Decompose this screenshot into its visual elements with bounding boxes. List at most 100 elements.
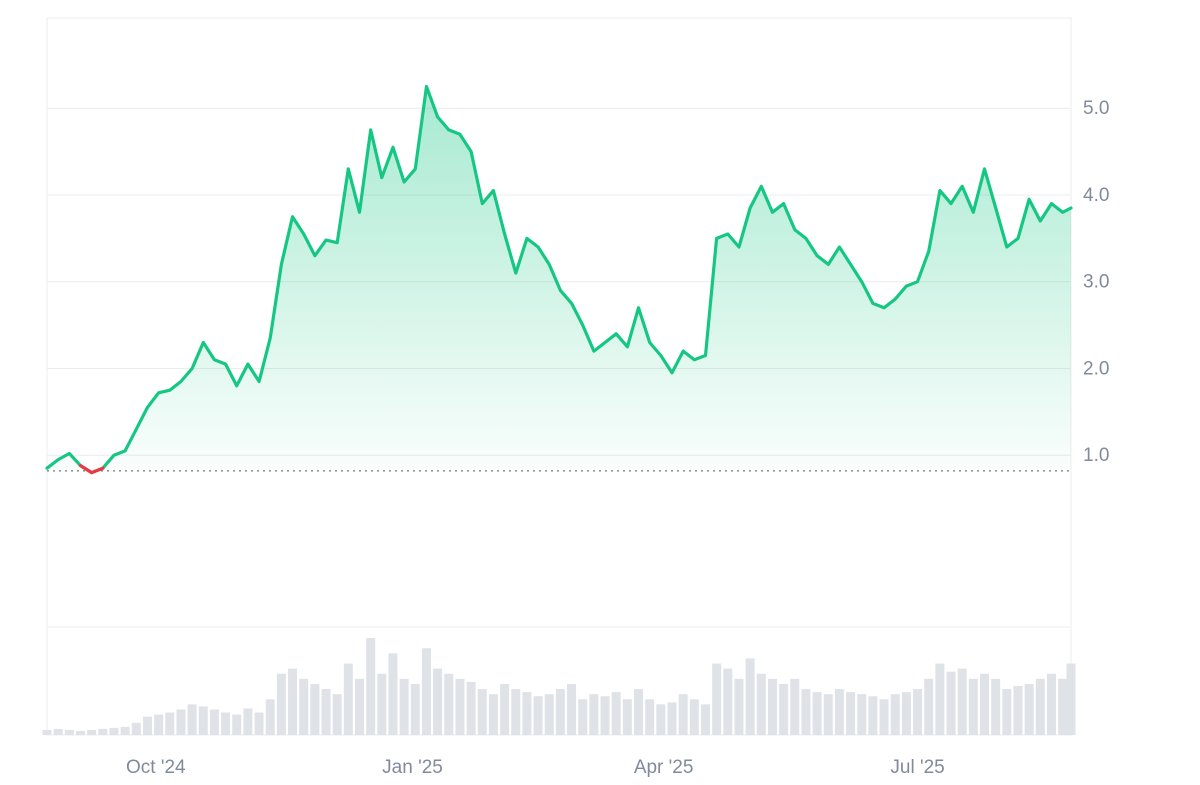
volume-bar (767, 678, 777, 735)
volume-bar (1002, 689, 1012, 735)
volume-bar (511, 689, 521, 735)
price-line[interactable] (45, 84, 1073, 475)
volume-bar (957, 668, 967, 735)
y-tick-label: 3.0 (1083, 272, 1109, 293)
volume-bar (1035, 678, 1045, 735)
x-tick-label: Jan '25 (382, 757, 443, 778)
volume-bar (622, 699, 632, 735)
volume-bar (600, 696, 610, 735)
area-layer (47, 86, 1071, 473)
volume-bar (131, 722, 141, 735)
x-tick-label: Apr '25 (634, 757, 694, 778)
volume-bar (522, 692, 532, 735)
volume-bar (801, 689, 811, 735)
x-tick-label: Oct '24 (126, 757, 186, 778)
volume-bar (834, 689, 844, 735)
volume-bar (812, 692, 822, 735)
volume-bar (98, 728, 108, 735)
volume-bar (901, 692, 911, 735)
volume-bar (354, 678, 365, 735)
volume-bar (823, 694, 833, 735)
x-tick-label: Jul '25 (890, 757, 944, 778)
volume-bar (366, 638, 376, 735)
price-line-down-segment (90, 466, 105, 475)
volume-bar (466, 681, 476, 735)
volume-bar (555, 689, 565, 735)
volume-bar (1013, 685, 1023, 735)
volume-bar (232, 714, 242, 735)
volume-bar (399, 678, 409, 735)
volume-bar (75, 730, 85, 735)
volume-bar (421, 648, 431, 735)
volume-bar (846, 692, 856, 735)
volume-bar (276, 673, 286, 735)
volume-bar (109, 727, 119, 735)
volume-bar (53, 728, 63, 735)
volume-bar (254, 712, 264, 735)
volume-bar (857, 694, 867, 735)
volume-bar (634, 689, 644, 735)
volume-bar (388, 653, 398, 735)
volume-bar (321, 689, 331, 735)
y-tick-label: 5.0 (1083, 98, 1109, 119)
volume-bar (198, 706, 208, 735)
y-axis: 1.0 2.0 3.0 4.0 5.0 (1083, 98, 1109, 466)
volume-bar (444, 673, 454, 735)
volume-bar (890, 694, 900, 735)
volume-bar (611, 692, 621, 735)
volume-bar (455, 678, 465, 735)
price-area (47, 86, 1071, 473)
volume-bar (87, 729, 97, 735)
volume-bar (935, 663, 945, 735)
volume-bar (968, 678, 978, 735)
volume-bar (477, 689, 487, 735)
volume-bar (165, 712, 175, 735)
volume-bar (756, 673, 766, 735)
volume-bar (299, 678, 309, 735)
volume-bar (567, 683, 577, 735)
volume-bar (332, 694, 342, 735)
volume-bar (221, 712, 231, 735)
y-tick-label: 2.0 (1083, 358, 1109, 379)
volume-bar (790, 678, 800, 735)
volume-bar (868, 696, 878, 735)
volume-bar (500, 683, 510, 735)
volume-bar (1046, 673, 1056, 735)
volume-bar (310, 683, 320, 735)
volume-bar (979, 673, 990, 735)
volume-bar (288, 668, 298, 735)
volume-bar (243, 708, 253, 735)
volume-bar (589, 694, 599, 735)
volume-bar (410, 683, 420, 735)
volume-bar (578, 699, 588, 735)
volume-bar (433, 668, 443, 735)
volume-bar (678, 694, 688, 735)
volume-layer (42, 638, 1076, 735)
volume-bar (154, 714, 164, 735)
volume-bar (879, 699, 889, 735)
volume-bar (377, 673, 387, 735)
volume-bar (64, 729, 74, 735)
volume-bar (745, 658, 755, 735)
line-layer (45, 84, 1073, 475)
volume-bar (946, 671, 956, 735)
volume-bar (656, 704, 666, 735)
volume-bar (645, 699, 655, 735)
volume-bar (700, 704, 710, 735)
volume-bar (488, 694, 498, 735)
y-tick-label: 4.0 (1083, 185, 1109, 206)
volume-bar (779, 683, 789, 735)
volume-bar (991, 678, 1001, 735)
volume-bar (1066, 663, 1076, 735)
volume-bar (723, 668, 733, 735)
volume-bar (533, 696, 543, 735)
volume-bar (42, 729, 52, 735)
volume-bar (712, 663, 722, 735)
volume-bar (544, 694, 554, 735)
volume-bar (265, 699, 275, 735)
volume-bar (142, 716, 152, 735)
volume-bar (1058, 678, 1068, 735)
volume-bar (120, 726, 130, 735)
